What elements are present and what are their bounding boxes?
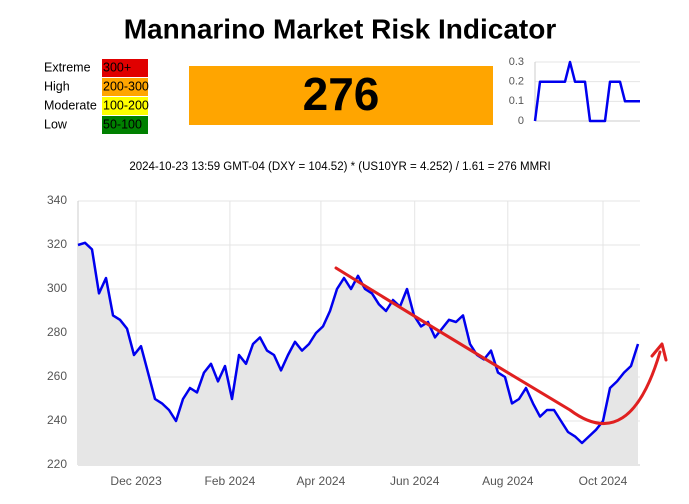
x-tick-label: Oct 2024 — [579, 474, 628, 488]
legend: Extreme 300+ High 200-300 Moderate 100-200 Low… — [44, 59, 149, 134]
x-tick-label: Dec 2023 — [110, 474, 162, 488]
trend-annotation — [334, 266, 668, 426]
arrow-head — [650, 342, 668, 362]
legend-range: 50-100 — [103, 117, 142, 131]
current-value: 276 — [303, 68, 380, 120]
legend-label: High — [44, 79, 70, 93]
legend-swatch — [102, 78, 148, 96]
legend-label: Moderate — [44, 98, 97, 112]
legend-range: 200-300 — [103, 79, 149, 93]
x-tick-label: Apr 2024 — [297, 474, 346, 488]
y-tick-label: 0.2 — [509, 76, 524, 88]
legend-swatch — [102, 97, 148, 115]
page-title: Mannarino Market Risk Indicator — [124, 13, 557, 44]
y-tick-label: 300 — [47, 281, 67, 295]
area — [78, 242, 638, 465]
legend-swatch — [102, 116, 148, 134]
legend-range: 300+ — [103, 60, 131, 74]
legend-label: Low — [44, 117, 68, 131]
y-tick-label: 0 — [518, 115, 524, 127]
y-tick-label: 240 — [47, 413, 67, 427]
charts: 0 0.1 0.2 0.3 220 240 260 280 300 320 340 Dec 2023 F… — [47, 56, 640, 488]
x-tick-label: Feb 2024 — [205, 474, 256, 488]
legend-range: 100-200 — [103, 98, 149, 112]
y-tick-label: 320 — [47, 237, 67, 251]
x-tick-label: Jun 2024 — [390, 474, 440, 488]
line — [77, 241, 640, 445]
y-tick-label: 0.3 — [509, 56, 524, 68]
trend-arrow — [334, 266, 662, 426]
legend-label: Extreme — [44, 60, 91, 74]
y-tick-label: 280 — [47, 325, 67, 339]
formula: 2024-10-23 13:59 GMT-04 (DXY = 104.52) *… — [129, 161, 550, 173]
y-tick-label: 220 — [47, 457, 67, 471]
value-box — [189, 66, 493, 125]
line — [533, 60, 640, 123]
x-tick-label: Aug 2024 — [482, 474, 534, 488]
legend-swatch — [102, 59, 148, 77]
y-tick-label: 260 — [47, 369, 67, 383]
y-tick-label: 0.1 — [509, 95, 524, 107]
y-tick-label: 340 — [47, 193, 67, 207]
